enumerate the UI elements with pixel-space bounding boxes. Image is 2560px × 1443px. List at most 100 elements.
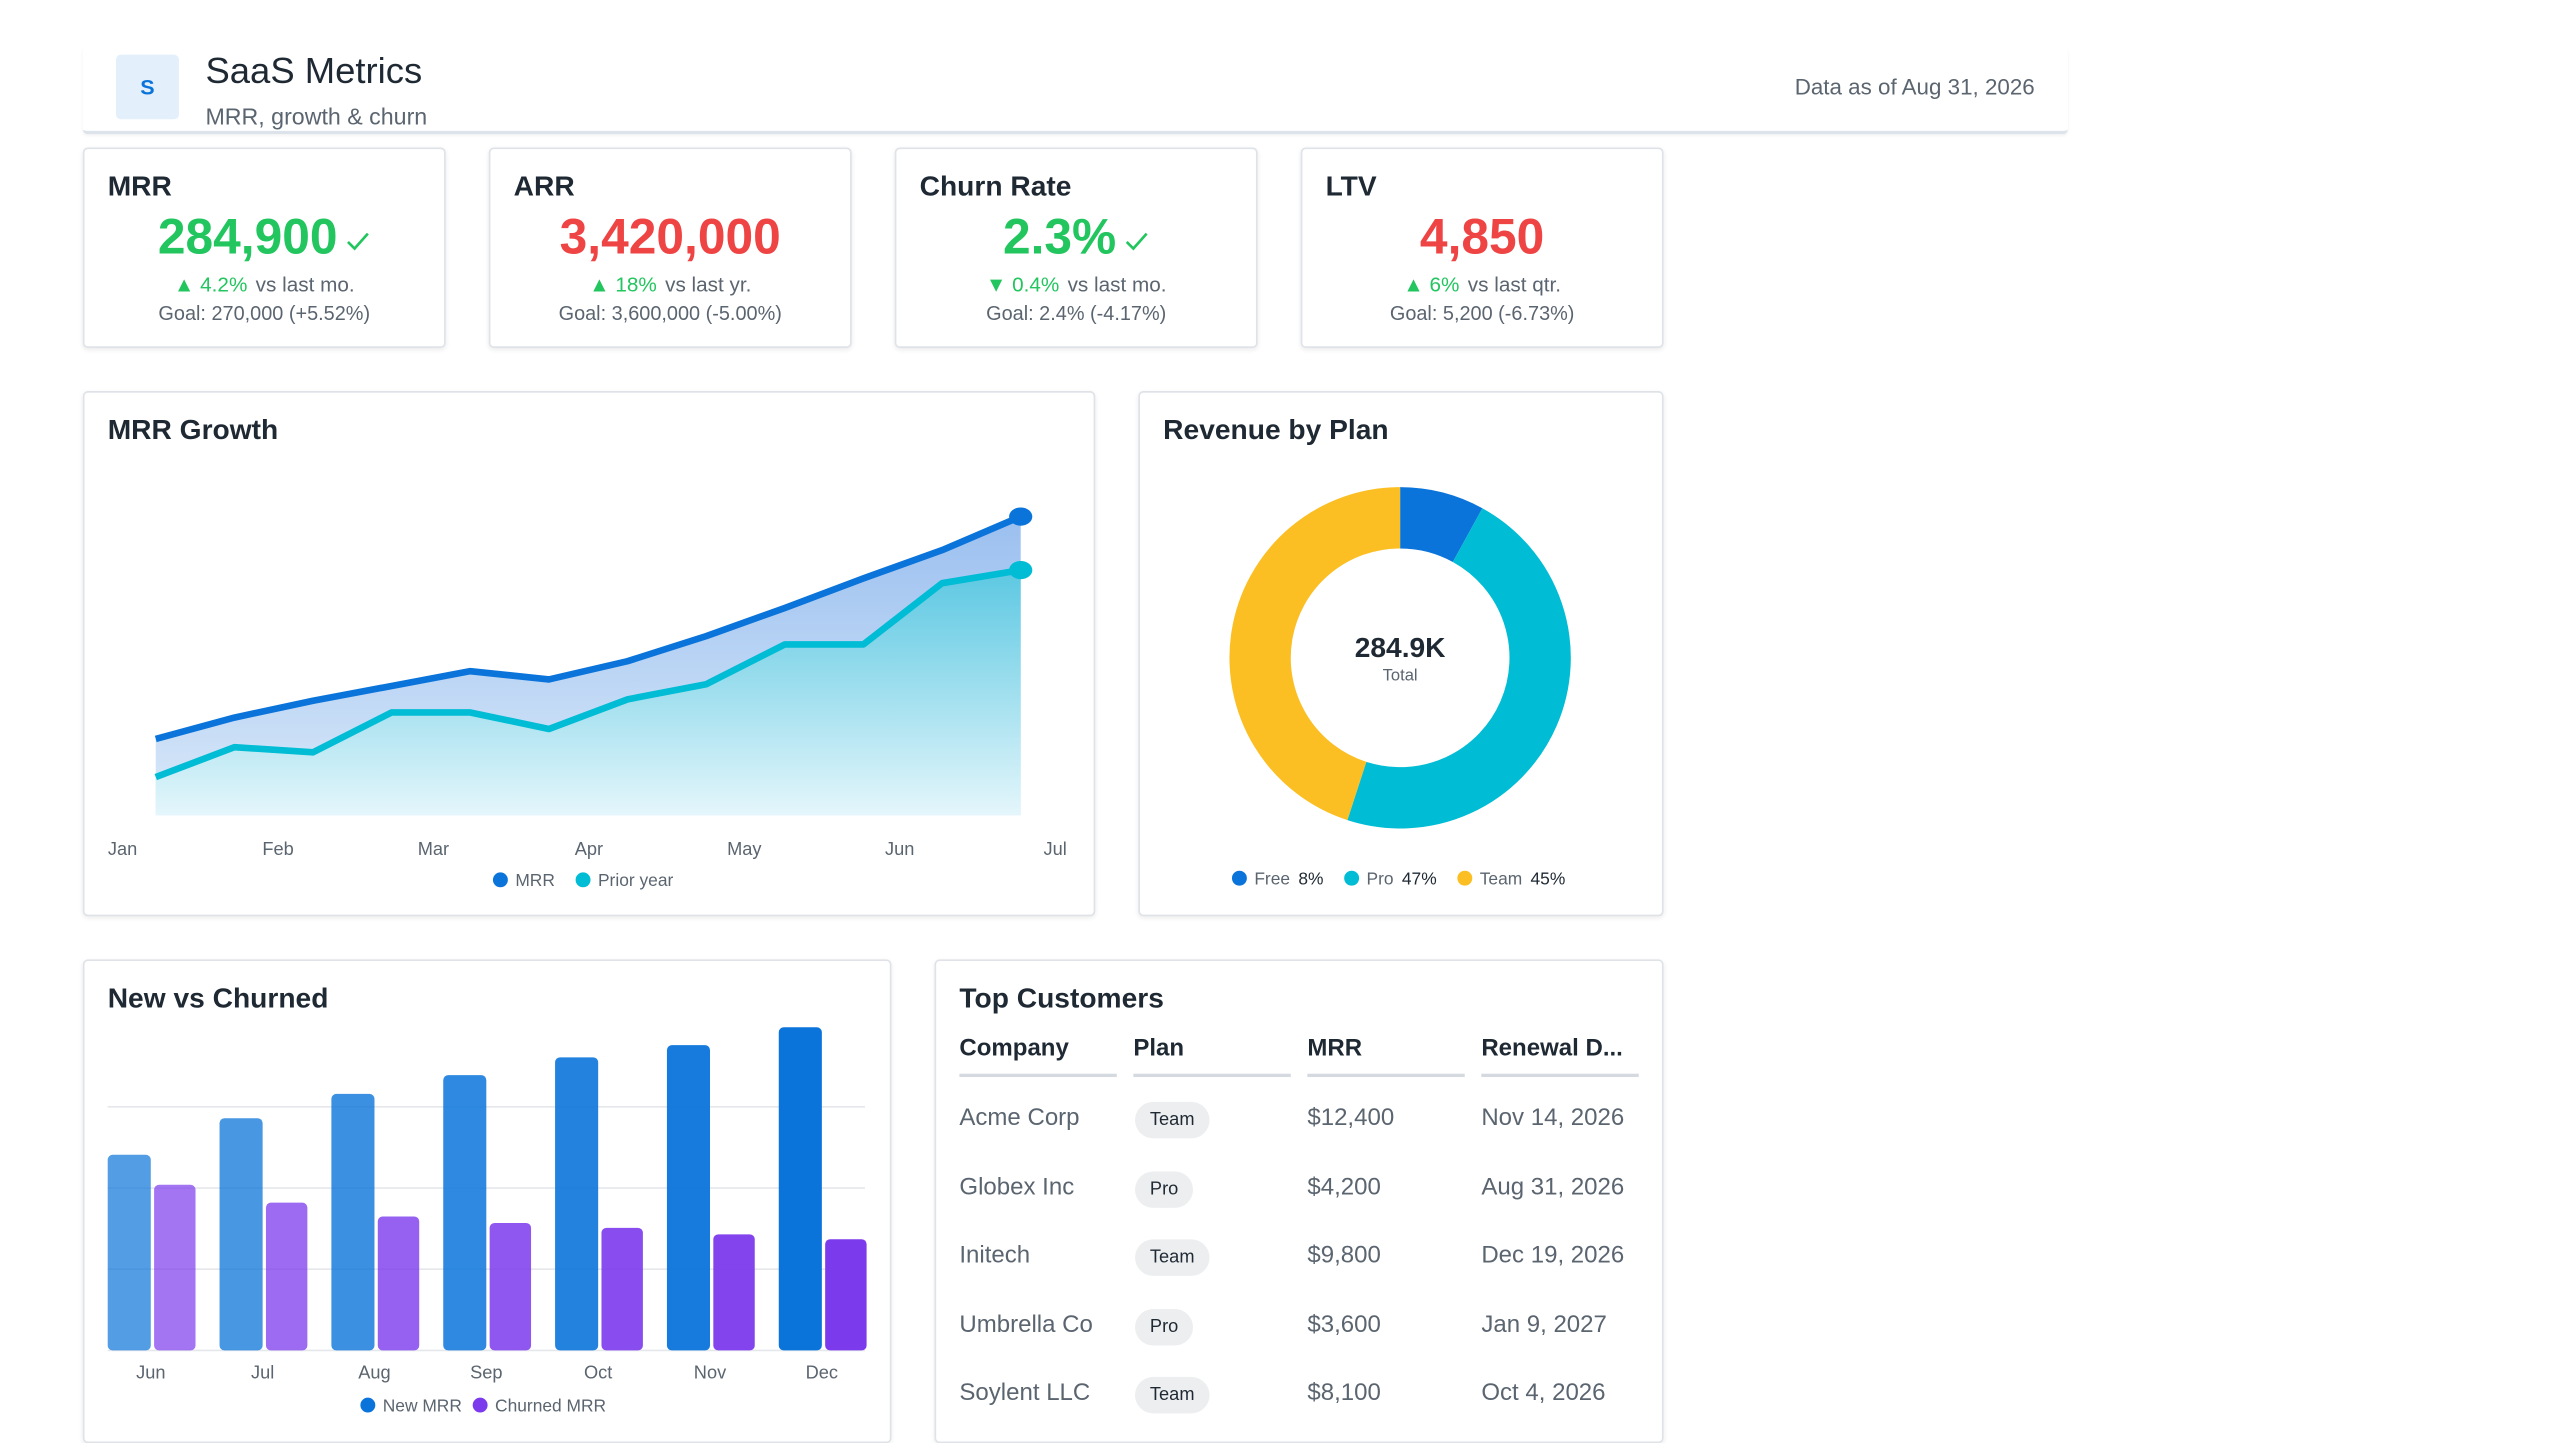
bar (219, 1118, 263, 1351)
kpi-period: vs last mo. (1067, 273, 1167, 297)
legend-value: 47% (1402, 868, 1437, 888)
column-header: Plan (1133, 1035, 1185, 1063)
logo: S (115, 54, 179, 120)
donut-slice (1229, 487, 1401, 821)
table-title: Top Customers (959, 982, 1164, 1015)
x-tick-label: Sep (470, 1362, 502, 1382)
legend-label: MRR (515, 870, 555, 890)
cell: $12,400 (1307, 1105, 1395, 1132)
cell: $3,600 (1307, 1311, 1381, 1339)
header (82, 46, 2068, 135)
legend-dot (492, 872, 508, 888)
cell: Jan 9, 2027 (1481, 1311, 1607, 1339)
cell: Oct 4, 2026 (1481, 1380, 1606, 1408)
cell: $9,800 (1307, 1243, 1381, 1270)
line (154, 513, 1022, 743)
kpi-change-row: ▲ 6% vs last qtr. (1301, 273, 1664, 296)
kpi-card (82, 147, 446, 348)
donut-card (1138, 391, 1664, 917)
kpi-goal: Goal: 270,000 (+5.52%) (158, 301, 371, 325)
kpi-change: ▲ 6% (1403, 273, 1460, 297)
header-rule (1307, 1073, 1465, 1077)
legend-dot (1457, 870, 1473, 886)
line (154, 566, 1022, 781)
x-tick-label: Nov (694, 1362, 727, 1382)
bar (489, 1222, 532, 1351)
x-tick-label: May (727, 839, 762, 859)
cell: Soylent LLC (959, 1380, 1091, 1408)
kpi-change-row: ▼ 0.4% vs last mo. (895, 273, 1258, 296)
cell: Dec 19, 2026 (1481, 1243, 1625, 1270)
x-tick-label: Aug (358, 1362, 390, 1382)
kpi-period: vs last qtr. (1467, 273, 1562, 297)
kpi-value-row: 284,900 (83, 210, 446, 266)
plan-badge: Team (1135, 1377, 1210, 1415)
header-rule (1133, 1073, 1291, 1077)
legend-value: 45% (1531, 868, 1566, 888)
column-header: Renewal D... (1481, 1035, 1623, 1063)
x-tick-label: Jan (108, 839, 137, 859)
check-icon (1125, 232, 1148, 251)
check-icon (346, 232, 369, 251)
legend-dot (360, 1397, 376, 1413)
legend-dot (472, 1397, 488, 1413)
kpi-card (1300, 147, 1664, 348)
plan-badge: Team (1135, 1101, 1210, 1139)
cell: Acme Corp (959, 1105, 1080, 1132)
kpi-value: 2.3% (1002, 210, 1117, 266)
legend-label: Churned MRR (495, 1395, 606, 1415)
legend-label: Prior year (598, 870, 674, 890)
kpi-card (488, 147, 852, 348)
plan-badge: Pro (1135, 1170, 1194, 1208)
header-rule (1481, 1073, 1639, 1077)
kpi-goal: Goal: 5,200 (-6.73%) (1389, 301, 1575, 325)
cell: $4,200 (1307, 1174, 1381, 1201)
legend-dot (575, 872, 591, 888)
chart-title: New vs Churned (107, 982, 329, 1015)
bar (107, 1154, 151, 1351)
legend-label: Pro (1367, 868, 1394, 888)
bar (713, 1234, 755, 1351)
kpi-goal: Goal: 3,600,000 (-5.00%) (558, 301, 782, 325)
bar (443, 1075, 487, 1351)
column-header: Company (959, 1035, 1069, 1063)
legend-label: New MRR (383, 1395, 462, 1415)
center-value: 284.9K (1355, 632, 1446, 663)
area (155, 570, 1021, 816)
bar (377, 1216, 420, 1351)
kpi-goal: Goal: 2.4% (-4.17%) (986, 301, 1167, 325)
kpi-value-row: 3,420,000 (489, 210, 852, 266)
legend-value: 8% (1298, 868, 1323, 888)
kpi-label: MRR (107, 170, 172, 203)
header-rule (959, 1073, 1117, 1077)
kpi-change: ▲ 18% (589, 273, 657, 297)
kpi-change-row: ▲ 4.2% vs last mo. (83, 273, 446, 296)
kpi-change-row: ▲ 18% vs last yr. (489, 273, 852, 296)
cell: Aug 31, 2026 (1481, 1174, 1625, 1201)
cell: Nov 14, 2026 (1481, 1105, 1625, 1132)
x-tick-label: Jul (1044, 839, 1067, 859)
plan-badge: Team (1135, 1239, 1210, 1277)
bar-card (82, 959, 892, 1443)
kpi-label: Churn Rate (919, 170, 1072, 203)
x-tick-label: Feb (262, 839, 293, 859)
kpi-period: vs last mo. (255, 273, 355, 297)
end-dot (1009, 560, 1033, 580)
bar (154, 1184, 196, 1351)
bar (555, 1057, 599, 1351)
donut-slice (1399, 487, 1483, 563)
bar (265, 1202, 308, 1351)
kpi-label: LTV (1325, 170, 1377, 203)
x-tick-label: Mar (418, 839, 449, 859)
column-header: MRR (1307, 1035, 1363, 1063)
kpi-value: 4,850 (1419, 210, 1545, 266)
cell: $8,100 (1307, 1380, 1381, 1408)
table-card (934, 959, 1664, 1443)
check (1125, 232, 1148, 251)
kpi-value: 284,900 (157, 210, 338, 266)
kpi-label: ARR (513, 170, 575, 203)
kpi-value-row: 4,850 (1301, 210, 1664, 266)
